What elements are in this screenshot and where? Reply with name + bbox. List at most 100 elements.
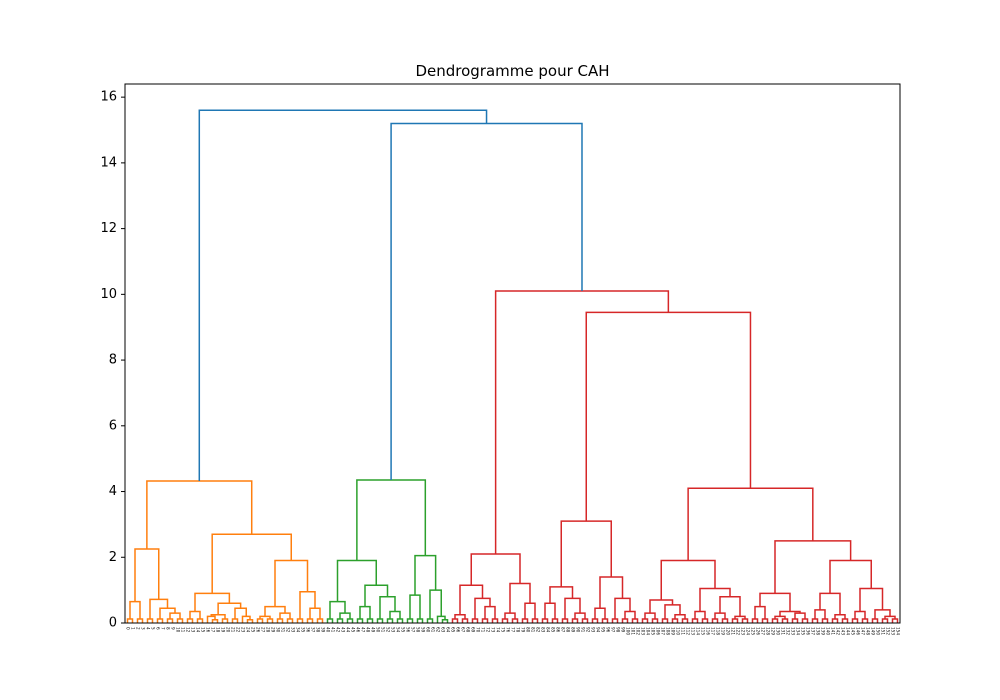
leaf-label-44: 44 [346,627,351,633]
leaf-label-106: 106 [656,627,661,635]
leaf-label-63: 63 [441,627,446,633]
leaf-label-22: 22 [236,627,241,633]
leaf-label-135: 135 [801,627,806,635]
leaf-label-10: 10 [176,627,181,633]
y-axis: 0 2 4 6 8 10 12 14 16 [100,90,125,631]
dendrogram-link-95 [624,610,636,620]
y-tick-label-6: 6 [109,418,117,433]
leaf-label-75: 75 [501,627,506,633]
plot-frame [124,83,901,624]
leaf-label-34: 34 [296,627,301,633]
leaf-label-121: 121 [731,627,736,635]
leaf-label-119: 119 [721,627,726,635]
dendrogram-link-129 [779,610,801,617]
leaf-label-97: 97 [611,627,616,633]
leaf-label-129: 129 [771,627,776,635]
leaf-label-57: 57 [411,627,416,633]
dendrogram-link-77 [524,602,536,620]
leaf-label-128: 128 [766,627,771,635]
leaf-label-93: 93 [591,627,596,633]
leaf-label-101: 101 [631,627,636,635]
leaf-labels: 0 1 2 3 4 5 6 7 8 9 10 11 12 13 14 15 16 17 18 19 20 21 22 23 24… [126,627,901,635]
leaf-label-85: 85 [551,627,556,633]
dendrogram-link-151 [494,290,670,554]
leaf-label-111: 111 [681,627,686,635]
leaf-label-112: 112 [686,627,691,635]
y-tick-label-10: 10 [100,287,117,302]
leaf-label-66: 66 [456,627,461,633]
dendrogram-link-20 [241,615,251,623]
leaf-label-3: 3 [141,627,146,630]
y-tick-label-14: 14 [100,155,117,170]
leaf-label-12: 12 [186,627,191,633]
leaf-label-82: 82 [536,627,541,633]
leaf-label-40: 40 [326,627,331,633]
leaf-label-140: 140 [826,627,831,635]
leaf-label-70: 70 [476,627,481,633]
leaf-label-36: 36 [306,627,311,633]
dendrogram-link-13 [189,610,201,620]
dendrogram-link-147 [829,559,872,594]
dendrogram-link-133 [814,609,826,620]
leaf-label-53: 53 [391,627,396,633]
dendrogram-link-119 [660,559,716,600]
leaf-label-96: 96 [606,627,611,633]
leaf-label-16: 16 [206,627,211,633]
leaf-label-60: 60 [426,627,431,633]
dendrogram-link-145 [874,609,891,620]
leaf-label-42: 42 [336,627,341,633]
leaf-label-117: 117 [711,627,716,635]
leaf-label-143: 143 [841,627,846,635]
leaf-label-131: 131 [781,627,786,635]
dendrogram-link-130 [759,592,791,612]
leaf-label-13: 13 [191,627,196,633]
leaf-label-46: 46 [356,627,361,633]
leaf-label-81: 81 [531,627,536,633]
leaf-label-99: 99 [621,627,626,633]
leaf-label-25: 25 [251,627,256,633]
y-tick-label-4: 4 [109,484,117,499]
leaf-label-9: 9 [171,627,176,630]
leaf-label-11: 11 [181,627,186,633]
leaf-label-124: 124 [746,627,751,635]
leaf-label-114: 114 [696,627,701,635]
leaf-label-146: 146 [856,627,861,635]
leaf-label-100: 100 [626,627,631,635]
leaf-label-98: 98 [616,627,621,633]
dendrogram-link-97 [599,576,624,609]
leaf-label-8: 8 [166,627,171,630]
dendrogram-link-87 [564,597,581,620]
leaf-label-133: 133 [791,627,796,635]
leaf-label-56: 56 [406,627,411,633]
dendrogram-link-137 [819,592,841,615]
leaf-label-77: 77 [511,627,516,633]
dendrogram-link-96 [614,597,631,620]
leaf-label-148: 148 [866,627,871,635]
leaf-label-153: 153 [891,627,896,635]
leaf-label-39: 39 [321,627,326,633]
leaf-label-59: 59 [421,627,426,633]
dendrogram-link-26 [259,615,271,620]
leaf-label-83: 83 [541,627,546,633]
dendrogram-link-59 [436,615,446,623]
leaf-label-67: 67 [461,627,466,633]
leaf-label-6: 6 [156,627,161,630]
leaf-label-87: 87 [561,627,566,633]
leaf-label-71: 71 [481,627,486,633]
dendrogram-links [126,109,899,623]
dendrogram-link-140 [854,610,866,620]
leaf-label-54: 54 [396,627,401,633]
dendrogram-link-38 [146,480,253,550]
dendrogram-link-65 [454,614,466,620]
leaf-label-125: 125 [751,627,756,635]
leaf-label-92: 92 [586,627,591,633]
leaf-label-151: 151 [881,627,886,635]
dendrogram-link-9 [149,598,169,620]
leaf-label-1: 1 [131,627,136,630]
leaf-label-4: 4 [146,627,151,630]
leaf-label-108: 108 [666,627,671,635]
dendrogram-link-136 [834,614,846,620]
dendrogram-link-153 [198,109,488,482]
